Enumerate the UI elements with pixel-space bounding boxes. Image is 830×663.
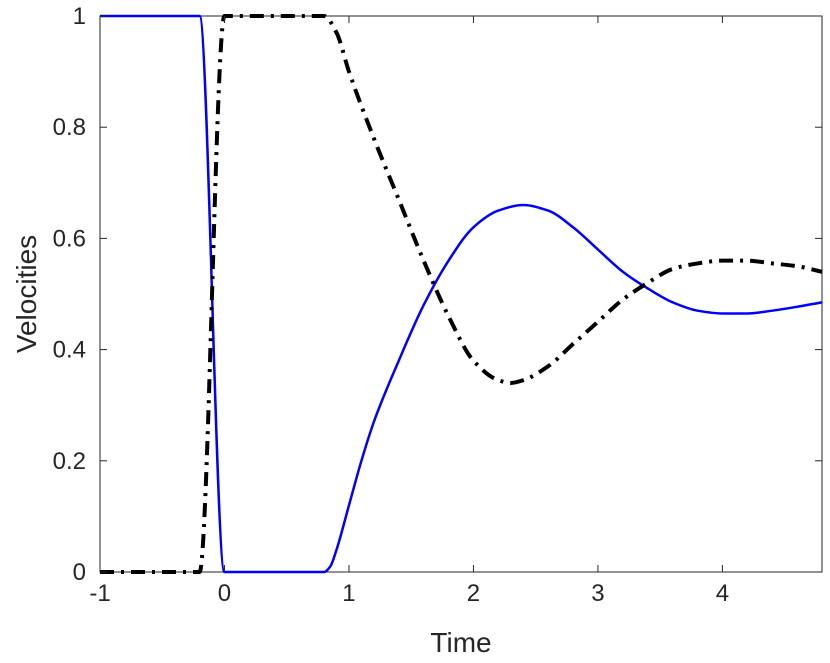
- x-tick-label: 2: [467, 580, 480, 607]
- y-tick-label: 0.4: [53, 337, 86, 364]
- series-line-dash-dot: [99, 13, 823, 575]
- y-tick-label: 0.8: [53, 114, 86, 141]
- x-tick-label: 3: [591, 580, 604, 607]
- x-tick-label: 4: [716, 580, 729, 607]
- x-tick-label: 0: [218, 580, 231, 607]
- y-tick-label: 0.2: [53, 448, 86, 475]
- x-tick-label: -1: [89, 580, 110, 607]
- series-line-solid: [99, 14, 823, 574]
- x-tick-label: 1: [342, 580, 355, 607]
- x-axis-label: Time: [430, 627, 491, 658]
- y-tick-label: 0.6: [53, 225, 86, 252]
- series-layer: [99, 13, 823, 575]
- tick-layer: -1 0 1 2 3 400.20.40.60.81: [53, 3, 822, 607]
- y-axis-label: Velocities: [11, 235, 42, 353]
- y-tick-label: 0: [73, 559, 86, 586]
- plot-area: [99, 15, 823, 573]
- y-tick-label: 1: [73, 3, 86, 30]
